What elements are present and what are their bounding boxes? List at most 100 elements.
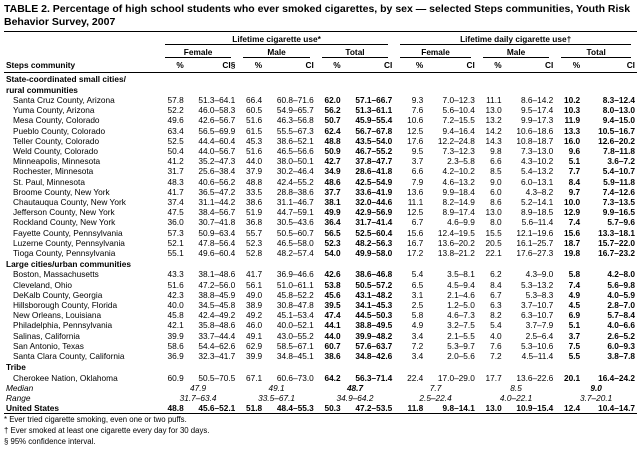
cell: 56.7–67.8: [355, 125, 393, 136]
cell: 7.2: [490, 351, 502, 362]
cell: 45.1–53.4: [276, 310, 314, 321]
cell: 36.0: [167, 217, 184, 228]
data-row: Hillsborough County, Florida 40.0 34.5–45.…: [4, 300, 637, 310]
cell: 10.9–15.4: [503, 403, 556, 415]
cell: 56.5–69.9: [198, 125, 236, 136]
row-label: New Orleans, Louisiana: [13, 310, 102, 321]
cell: 2.1–5.5: [447, 330, 475, 341]
subgroup: Male: [237, 45, 315, 59]
cell: 44.7–59.1: [276, 207, 314, 218]
cell: 28.6–41.8: [355, 166, 393, 177]
column-header: CI: [264, 58, 316, 73]
cell: 7.3–12.3: [442, 146, 475, 157]
cell: 51.9: [246, 207, 263, 218]
cell: 38.6: [246, 197, 263, 208]
cell: 37.4: [167, 197, 184, 208]
cell: 49.2: [246, 310, 263, 321]
cell: 38.4–56.7: [198, 207, 236, 218]
cell: 41.7: [167, 186, 184, 197]
data-row: Rockland County, New York 36.0 30.7–41.8 36…: [4, 217, 637, 227]
cell: 42.9–56.9: [355, 207, 393, 218]
header-row: Female Male Total Female Male Total: [4, 45, 637, 59]
cell: 38.6–52.1: [276, 135, 314, 146]
cell: 8.4: [568, 176, 581, 187]
column-header: %: [476, 58, 504, 73]
cell: 67.1: [246, 372, 263, 383]
cell: 4.0–6.6: [607, 320, 635, 331]
cell: 9.4–16.4: [442, 125, 475, 136]
cell: 45.8–52.2: [276, 289, 314, 300]
cell: 46.0–58.3: [198, 105, 236, 116]
section-title: Tribe: [6, 362, 26, 373]
cell: 3.7–10.7: [521, 300, 554, 311]
cell: 8.2: [490, 310, 502, 321]
cell: 10.4–14.7: [582, 403, 637, 415]
cell: 42.3: [167, 289, 184, 300]
cell: 5.3–13.2: [521, 279, 554, 290]
row-label: Santa Clara County, California: [13, 351, 125, 362]
section-title: Large cities/urban communities: [6, 259, 131, 270]
row-label: St. Paul, Minnesota: [13, 176, 85, 187]
cell: 7.5: [568, 340, 581, 351]
cell: 40.6–56.2: [198, 176, 236, 187]
cell: 18.7: [563, 237, 581, 248]
data-row: Rochester, Minnesota 31.7 25.6–38.4 37.9 30.…: [4, 166, 637, 176]
cell: 6.7: [411, 217, 424, 228]
cell: 38.8–45.9: [198, 289, 236, 300]
cell: 20.1: [563, 372, 581, 383]
cell: 7.3–13.0: [521, 146, 554, 157]
subgroup-label: Female: [164, 45, 232, 59]
cell: 4.3–8.2: [525, 186, 554, 197]
subgroup: Female: [159, 45, 237, 59]
cell: 39.9: [167, 330, 184, 341]
cell: 42.6–56.7: [198, 115, 236, 126]
cell: 63.4: [167, 125, 184, 136]
cell: 5.6–9.8: [607, 279, 635, 290]
summary-label: Median: [6, 382, 34, 393]
cell: 9.9–18.4: [442, 186, 475, 197]
cell: 47.5: [167, 207, 184, 218]
cell: 48.2–57.4: [276, 248, 314, 259]
cell: 43.1–48.2: [355, 289, 393, 300]
cell: 15.6: [407, 227, 424, 238]
column-header: Steps community: [4, 58, 159, 73]
section-row: Tribe: [4, 361, 637, 372]
cell: 36.4: [324, 217, 341, 228]
cell: 13.6: [407, 186, 424, 197]
data-row: Tioga County, Pennsylvania 55.1 49.6–60.4 5…: [4, 248, 637, 258]
cell: 40.0–52.1: [276, 320, 314, 331]
data-row: Chautauqua County, New York 37.4 31.1–44.2…: [4, 197, 637, 207]
cell: 5.2–14.1: [521, 197, 554, 208]
cell: 55.7: [246, 227, 263, 238]
cell: 31.7: [167, 166, 184, 177]
cell: 16.1–25.7: [516, 237, 554, 248]
header-row: Lifetime cigarette use* Lifetime daily ci…: [4, 32, 637, 46]
cell: 8.0: [490, 217, 502, 228]
summary-row: Median 47.9 49.1 48.7 7.7 8.5 9.0: [4, 383, 637, 393]
summary-label: Range: [6, 392, 31, 403]
row-label: San Antonio, Texas: [13, 340, 84, 351]
cell: 11.1: [407, 197, 424, 208]
cell: 54.0: [324, 248, 341, 259]
cell: 2.6–5.2: [607, 330, 635, 341]
cell: 49.1: [246, 330, 263, 341]
cell: 37.8–47.7: [355, 156, 393, 167]
data-row: New Orleans, Louisiana 45.8 42.4–49.2 49.2 4…: [4, 310, 637, 320]
cell: 4.6–7.3: [447, 310, 475, 321]
row-label: United States: [4, 403, 159, 415]
cell: 5.7–8.4: [607, 310, 635, 321]
cell: 13.6–22.6: [516, 372, 554, 383]
cell: 14.3: [485, 135, 502, 146]
data-row: DeKalb County, Georgia 42.3 38.8–45.9 49.0 4…: [4, 290, 637, 300]
cell: 3.2–7.5: [447, 320, 475, 331]
cell: 36.5–47.2: [198, 186, 236, 197]
column-header: %: [158, 58, 186, 73]
cell: 42.4–55.2: [276, 176, 314, 187]
cell: 56.2: [324, 105, 341, 116]
cell: 50.4: [167, 146, 184, 157]
cell: 54.9–65.7: [276, 105, 314, 116]
cell: 52.5: [167, 135, 184, 146]
cell: 64.2: [324, 372, 341, 383]
cell: 6.6: [490, 156, 502, 167]
cell: 54.4–62.6: [198, 340, 236, 351]
